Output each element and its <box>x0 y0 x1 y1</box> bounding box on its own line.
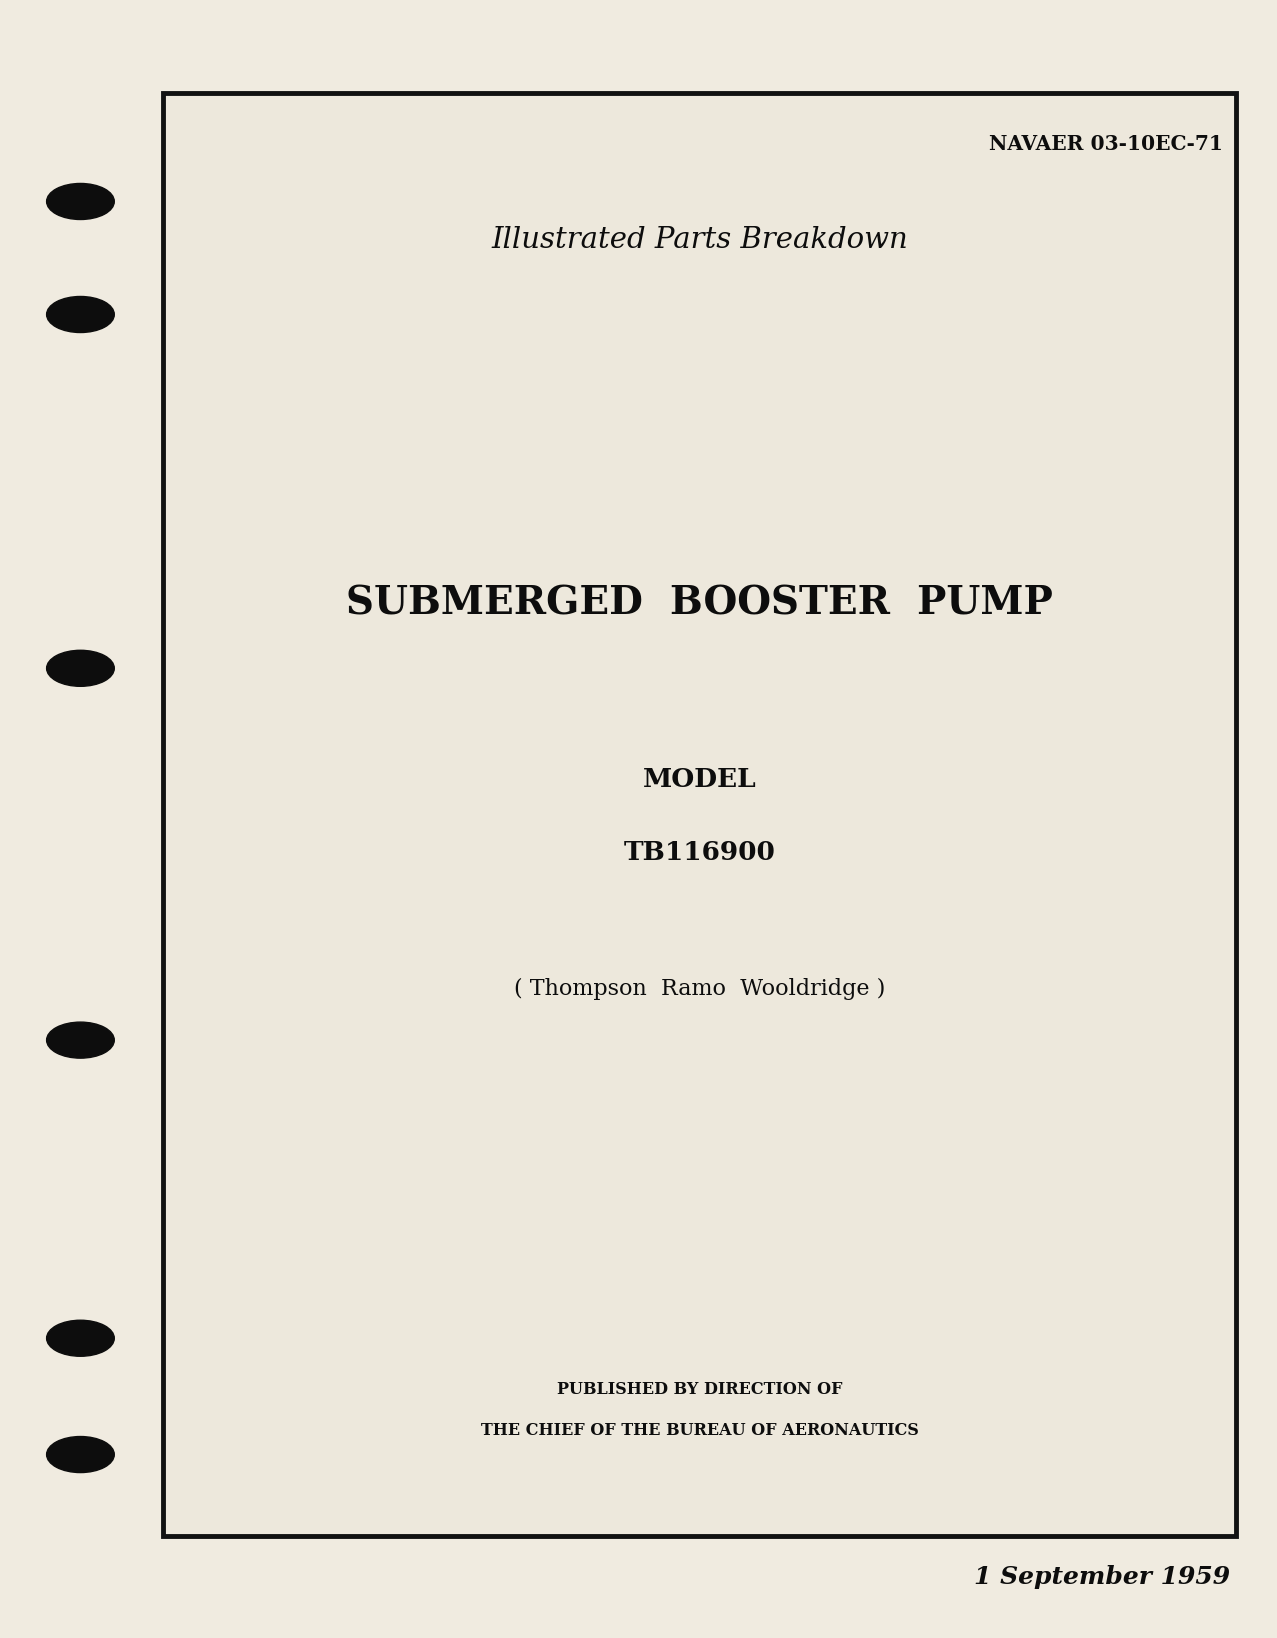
Text: SUBMERGED  BOOSTER  PUMP: SUBMERGED BOOSTER PUMP <box>346 585 1054 622</box>
Ellipse shape <box>47 650 115 686</box>
Ellipse shape <box>47 1022 115 1058</box>
Ellipse shape <box>47 1320 115 1356</box>
Text: TB116900: TB116900 <box>624 840 775 865</box>
FancyBboxPatch shape <box>163 93 1236 1536</box>
Text: Illustrated Parts Breakdown: Illustrated Parts Breakdown <box>492 226 908 254</box>
Ellipse shape <box>47 1437 115 1473</box>
Text: PUBLISHED BY DIRECTION OF: PUBLISHED BY DIRECTION OF <box>557 1381 843 1397</box>
Text: 1 September 1959: 1 September 1959 <box>973 1564 1230 1589</box>
Ellipse shape <box>47 296 115 333</box>
Ellipse shape <box>47 183 115 219</box>
Text: MODEL: MODEL <box>642 767 757 791</box>
Text: NAVAER 03-10EC-71: NAVAER 03-10EC-71 <box>990 134 1223 154</box>
Text: THE CHIEF OF THE BUREAU OF AERONAUTICS: THE CHIEF OF THE BUREAU OF AERONAUTICS <box>481 1422 918 1438</box>
Text: ( Thompson  Ramo  Wooldridge ): ( Thompson Ramo Wooldridge ) <box>515 978 885 999</box>
